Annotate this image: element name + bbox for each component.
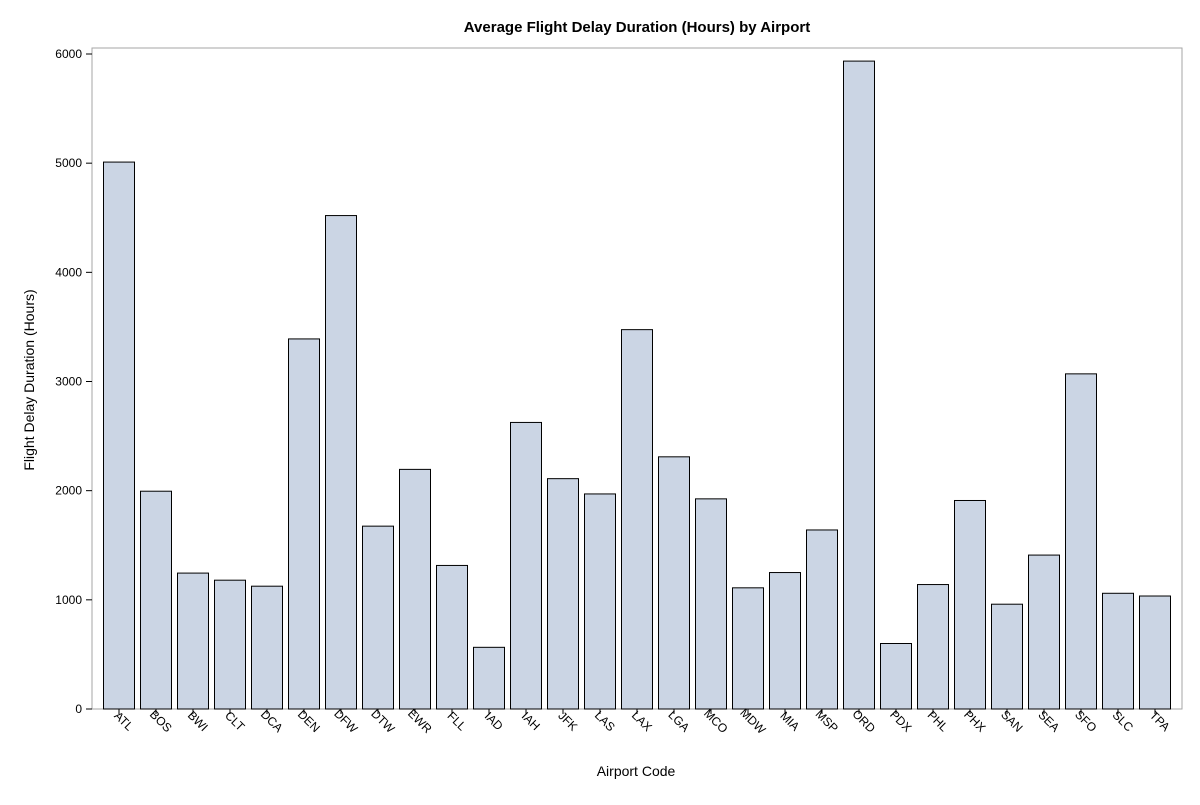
bar-atl bbox=[103, 161, 135, 710]
bar-dfw bbox=[325, 215, 357, 710]
x-tick-label: TPA bbox=[1147, 708, 1173, 734]
bar-lga bbox=[658, 456, 690, 710]
bar-las bbox=[584, 493, 616, 710]
bar-sea bbox=[1028, 554, 1060, 710]
x-tick-label: BWI bbox=[185, 708, 211, 734]
bar-phx bbox=[954, 499, 986, 710]
bar-sfo bbox=[1065, 373, 1097, 710]
bar-mdw bbox=[732, 587, 764, 710]
chart-title: Average Flight Delay Duration (Hours) by… bbox=[464, 19, 810, 36]
y-tick-label: 4000 bbox=[55, 265, 82, 279]
x-tick-label: ATL bbox=[111, 709, 136, 734]
x-tick-label: SAN bbox=[998, 707, 1025, 734]
bar-bos bbox=[140, 490, 172, 710]
x-tick-label: SEA bbox=[1035, 708, 1062, 735]
x-tick-label: MCO bbox=[701, 706, 731, 736]
x-tick-label: IAD bbox=[482, 709, 506, 733]
bar-msp bbox=[806, 529, 838, 710]
x-tick-label: DFW bbox=[331, 707, 361, 737]
bar-mia bbox=[769, 572, 801, 710]
bar-dtw bbox=[362, 525, 394, 710]
x-tick-label: PDX bbox=[887, 707, 914, 734]
bar-ewr bbox=[399, 468, 431, 710]
x-tick-label: LGA bbox=[665, 708, 692, 735]
x-tick-label: SFO bbox=[1072, 707, 1099, 734]
x-tick-label: MIA bbox=[777, 709, 802, 734]
bar-clt bbox=[214, 579, 246, 710]
x-tick-label: FLL bbox=[445, 709, 470, 734]
plot-area: 0 1000 2000 3000 4000 5000 6000 ATL BOS BWI CLT DCA… bbox=[55, 47, 1183, 738]
x-tick-label: EWR bbox=[405, 706, 435, 736]
y-tick-label: 0 bbox=[75, 702, 82, 716]
x-tick-label: MSP bbox=[813, 707, 841, 735]
x-tick-label: SLC bbox=[1110, 708, 1137, 735]
y-tick-label: 3000 bbox=[55, 375, 82, 389]
y-tick-label: 5000 bbox=[55, 156, 82, 170]
x-tick-label: MDW bbox=[737, 706, 769, 738]
bar-slc bbox=[1102, 592, 1134, 710]
x-tick-label: LAS bbox=[592, 708, 618, 734]
bar-den bbox=[288, 338, 320, 710]
bar-san bbox=[991, 603, 1023, 710]
x-tick-label: PHL bbox=[925, 708, 952, 735]
x-tick-label: DTW bbox=[368, 707, 398, 737]
y-tick-label: 1000 bbox=[55, 593, 82, 607]
y-tick-label: 2000 bbox=[55, 484, 82, 498]
x-axis-label: Airport Code bbox=[597, 763, 676, 779]
x-tick-label: BOS bbox=[147, 707, 175, 735]
y-tick-label: 6000 bbox=[55, 47, 82, 61]
bar-iad bbox=[473, 646, 505, 710]
x-tick-label: LAX bbox=[629, 708, 655, 734]
x-tick-label: DCA bbox=[258, 707, 286, 735]
x-tick-label: PHX bbox=[961, 707, 988, 734]
x-tick-label: DEN bbox=[295, 707, 323, 735]
bar-ord bbox=[843, 60, 875, 710]
x-tick-label: JFK bbox=[555, 709, 580, 734]
bar-iah bbox=[510, 421, 542, 710]
x-tick-label: ORD bbox=[849, 707, 878, 736]
bar-fll bbox=[436, 564, 468, 710]
bar-bwi bbox=[177, 572, 209, 710]
bar-lax bbox=[621, 329, 653, 710]
y-axis-label: Flight Delay Duration (Hours) bbox=[21, 289, 37, 470]
bar-pdx bbox=[880, 643, 912, 710]
bar-phl bbox=[917, 584, 949, 710]
bar-dca bbox=[251, 585, 283, 710]
bar-tpa bbox=[1139, 595, 1171, 710]
x-tick-label: CLT bbox=[222, 709, 248, 735]
x-tick-label: IAH bbox=[519, 709, 543, 733]
bar-mco bbox=[695, 498, 727, 710]
bar-jfk bbox=[547, 478, 579, 710]
